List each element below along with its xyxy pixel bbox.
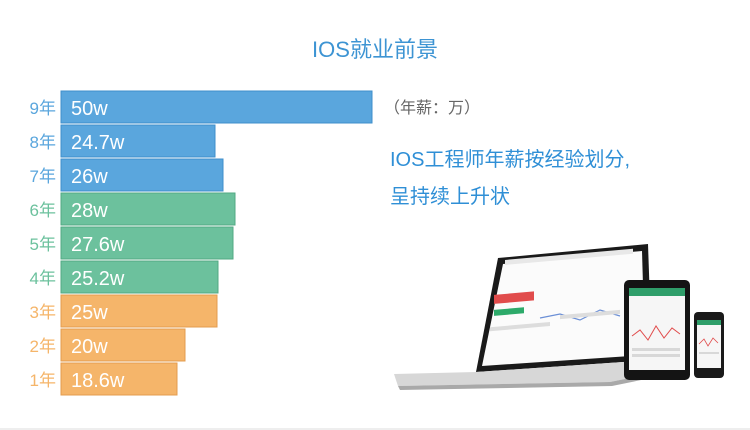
salary-bar-chart: 50w 9年 24.7w 8年 26w 7年 28w 6年 27.6w 5年 25.2w 4年 25w 3… — [30, 90, 373, 396]
category-label: 8年 — [30, 133, 56, 152]
bar-value-label: 28w — [71, 200, 108, 222]
bar-4 — [60, 192, 236, 226]
description: IOS工程师年薪按经验划分, 呈持续上升状 — [390, 142, 630, 216]
description-line-1: IOS工程师年薪按经验划分, — [390, 149, 631, 171]
bar-value-label: 25w — [71, 302, 108, 324]
bar-value-label: 26w — [71, 166, 108, 188]
category-label: 7年 — [30, 167, 56, 186]
category-label: 2年 — [30, 337, 56, 356]
unit-note: （年薪：万） — [384, 100, 481, 117]
bar-5 — [60, 226, 234, 260]
bar-3 — [60, 158, 224, 192]
bar-value-label: 50w — [71, 98, 108, 120]
bar-7 — [60, 294, 218, 328]
category-label: 6年 — [30, 201, 56, 220]
bar-value-label: 18.6w — [71, 370, 125, 392]
bar-6 — [60, 260, 219, 294]
page-title: IOS就业前景 — [312, 37, 438, 62]
category-label: 4年 — [30, 269, 56, 288]
tablet-image — [624, 280, 690, 380]
category-label: 1年 — [30, 371, 56, 390]
bar-value-label: 20w — [71, 336, 108, 358]
bottom-divider — [0, 428, 750, 430]
description-line-2: 呈持续上升状 — [390, 186, 510, 208]
bar-1 — [60, 90, 373, 124]
laptop-image — [394, 244, 690, 390]
bar-2 — [60, 124, 216, 158]
bar-value-label: 25.2w — [71, 268, 125, 290]
bar-8 — [60, 328, 186, 362]
category-label: 9年 — [30, 99, 56, 118]
devices-illustration — [394, 244, 724, 390]
category-label: 3年 — [30, 303, 56, 322]
bar-value-label: 24.7w — [71, 132, 125, 154]
category-label: 5年 — [30, 235, 56, 254]
bar-value-label: 27.6w — [71, 234, 125, 256]
phone-image — [694, 312, 724, 378]
bar-9 — [60, 362, 178, 396]
